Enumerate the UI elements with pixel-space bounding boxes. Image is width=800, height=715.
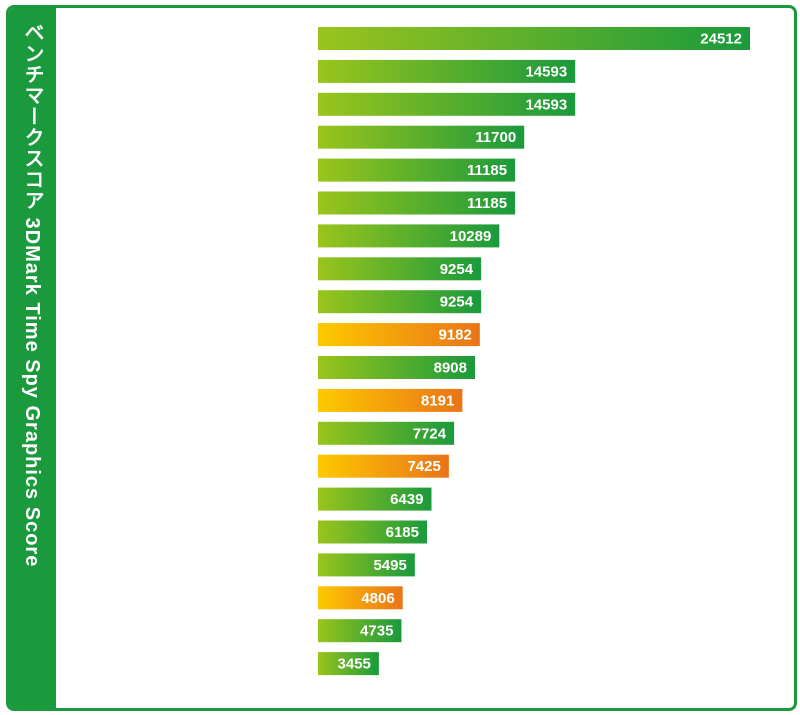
- bar-value-label: 6185: [386, 524, 419, 541]
- bar-value-label: 10289: [450, 228, 492, 245]
- bar: [318, 290, 482, 314]
- bar-value-label: 9254: [440, 294, 474, 311]
- bar-highlighted: [318, 454, 449, 478]
- bar-value-label: 6439: [390, 491, 423, 508]
- bar-value-label: 9182: [438, 327, 471, 344]
- bar: [318, 125, 525, 149]
- bar-value-label: 7425: [407, 458, 440, 475]
- bar-value-label: 3455: [338, 656, 371, 673]
- bar-value-label: 8908: [434, 360, 467, 377]
- bar-value-label: 4735: [360, 623, 393, 640]
- bar-value-label: 11700: [475, 129, 516, 146]
- bar: [318, 257, 482, 281]
- bar-value-label: 5495: [373, 557, 406, 574]
- bar-value-label: 9254: [440, 261, 474, 278]
- bar-value-label: 11185: [467, 195, 507, 212]
- side-banner: ベンチマークスコア 3DMark Time Spy Graphics Score: [9, 8, 56, 708]
- bar-value-label: 11185: [467, 162, 507, 179]
- bar: [318, 652, 379, 676]
- bar: [318, 59, 576, 83]
- bar-value-label: 7724: [413, 425, 447, 442]
- bar: [318, 619, 402, 643]
- bar: [318, 27, 750, 50]
- bar-highlighted: [318, 323, 480, 347]
- bar-highlighted: [318, 586, 403, 610]
- bar: [318, 553, 415, 577]
- bar: [318, 487, 432, 511]
- bar: [318, 92, 576, 116]
- bar-value-label: 14593: [525, 63, 567, 80]
- bar: [318, 356, 475, 379]
- bar: [318, 158, 516, 182]
- bar-value-label: 4806: [361, 590, 394, 607]
- bar: [318, 224, 500, 248]
- bar: [318, 421, 455, 445]
- bar: [318, 520, 428, 544]
- bar-value-label: 8191: [421, 392, 454, 409]
- bar-value-label: 14593: [525, 96, 567, 113]
- bar: [318, 191, 516, 215]
- bar-highlighted: [318, 388, 463, 412]
- bar-value-label: 24512: [700, 31, 742, 48]
- axis-title: ベンチマークスコア 3DMark Time Spy Graphics Score: [21, 22, 43, 568]
